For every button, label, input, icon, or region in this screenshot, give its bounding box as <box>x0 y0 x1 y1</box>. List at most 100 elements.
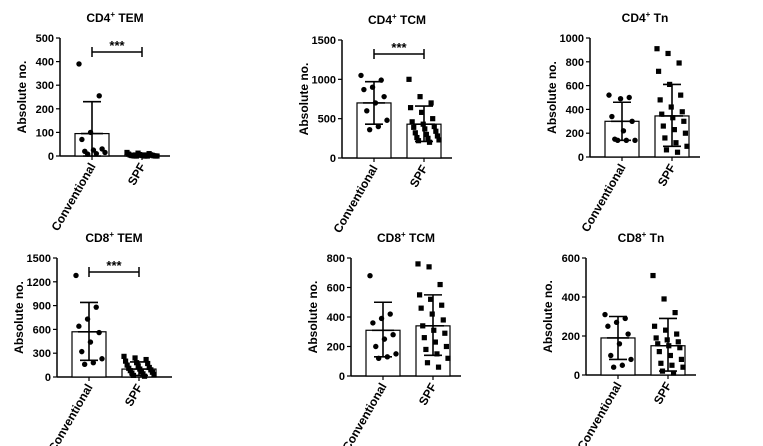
x-category-label: Conventional <box>45 382 95 446</box>
data-point <box>669 362 675 368</box>
data-point <box>661 296 667 302</box>
data-point <box>626 94 632 101</box>
y-tick-label: 200 <box>36 104 54 116</box>
data-point <box>73 272 79 279</box>
data-point <box>657 97 663 103</box>
data-point <box>102 149 108 156</box>
chart-title-main: CD8 <box>377 231 401 245</box>
data-point <box>370 320 376 326</box>
data-point <box>423 346 429 353</box>
chart-panel-2: CD4+ TCM Absolute no. 0 500 1000 1500 Conventi… <box>297 12 452 235</box>
chart-title: CD4+ TEM <box>86 10 143 25</box>
data-point <box>625 331 631 337</box>
data-point <box>381 93 387 100</box>
data-point <box>439 302 445 308</box>
chart-panel-6: CD8+ Tn Absolute no. 0 200 400 600 Conventiona… <box>541 230 696 446</box>
data-point <box>602 311 608 318</box>
chart-title: CD8+ Tn <box>618 230 665 245</box>
data-point <box>632 137 638 144</box>
data-point <box>606 92 612 98</box>
data-point <box>124 362 130 368</box>
y-tick-label: 500 <box>318 114 336 126</box>
data-point <box>680 364 686 370</box>
y-tick-label: 1000 <box>312 74 336 86</box>
x-category-label: Conventional <box>330 163 380 236</box>
data-point <box>423 131 429 137</box>
data-point <box>373 343 379 350</box>
data-point <box>609 113 615 120</box>
data-point <box>658 360 664 366</box>
data-point <box>430 116 436 122</box>
data-point <box>76 61 82 67</box>
x-category-label: SPF <box>651 380 675 407</box>
x-category-label: Conventional <box>578 162 628 235</box>
y-axis-label: Absolute no. <box>12 281 26 354</box>
chart-panel-5: CD8+ TCM Absolute no. 0 200 400 600 800 Convent… <box>306 230 461 446</box>
y-tick-label: 200 <box>327 342 345 354</box>
data-point <box>679 109 685 115</box>
chart-title: CD8+ TEM <box>85 230 142 245</box>
chart-title: CD4+ Tn <box>622 10 669 25</box>
data-point <box>358 72 364 79</box>
y-axis-label: Absolute no. <box>297 63 311 136</box>
chart-title-main: CD4 <box>368 13 392 27</box>
data-point <box>417 94 423 100</box>
data-point <box>99 356 105 362</box>
y-tick-label: 0 <box>574 370 580 382</box>
data-point <box>76 323 82 329</box>
y-tick-label: 900 <box>33 301 51 313</box>
y-tick-label: 0 <box>339 371 345 383</box>
data-point <box>81 361 88 368</box>
data-point <box>409 119 415 125</box>
data-point <box>375 123 382 130</box>
data-point <box>665 50 671 57</box>
data-point <box>440 317 446 323</box>
y-tick-label: 800 <box>566 57 584 69</box>
data-point <box>431 123 437 130</box>
data-point <box>673 140 679 146</box>
chart-title-main: CD4 <box>86 11 110 25</box>
data-point <box>428 100 434 106</box>
data-point <box>367 273 373 279</box>
y-tick-label: 400 <box>36 57 54 69</box>
data-point <box>667 352 673 359</box>
chart-title-rest: Tn <box>646 231 664 245</box>
data-point <box>426 264 432 270</box>
y-tick-label: 600 <box>562 253 580 265</box>
data-point <box>678 356 685 362</box>
data-point <box>361 86 367 93</box>
y-axis-label: Absolute no. <box>545 61 559 134</box>
data-point <box>654 46 660 52</box>
data-point <box>143 356 149 363</box>
data-point <box>93 150 100 157</box>
data-point <box>419 109 425 115</box>
chart-title-main: CD4 <box>622 11 646 25</box>
significance-label: *** <box>106 258 122 273</box>
data-point <box>617 95 624 102</box>
data-point <box>659 111 665 117</box>
data-point <box>610 364 617 370</box>
y-tick-label: 300 <box>33 348 51 360</box>
data-point <box>421 335 427 341</box>
data-point <box>418 305 424 311</box>
data-point <box>674 149 681 155</box>
data-point <box>608 352 614 359</box>
data-point <box>406 76 412 82</box>
x-category-label: SPF <box>416 381 440 408</box>
data-point <box>619 362 626 368</box>
chart-panel-1: CD4+ TEM Absolute no. 0 100 200 300 400 500 Conv… <box>15 10 170 233</box>
significance-label: *** <box>391 40 407 55</box>
y-tick-label: 200 <box>562 331 580 343</box>
data-point <box>660 123 666 129</box>
chart-title-rest: TEM <box>114 231 143 245</box>
chart-title-sup: + <box>392 12 397 21</box>
y-tick-label: 0 <box>45 372 51 384</box>
data-point <box>650 272 656 279</box>
data-point <box>676 60 682 66</box>
y-tick-label: 600 <box>33 324 51 336</box>
x-category-label: SPF <box>122 382 146 409</box>
data-point <box>411 124 417 130</box>
data-point <box>670 370 677 376</box>
y-tick-label: 400 <box>327 312 345 324</box>
